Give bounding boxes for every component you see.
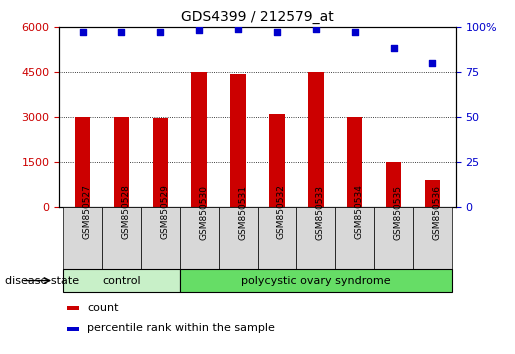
Text: control: control: [102, 275, 141, 286]
Bar: [114, 118, 129, 207]
Point: [351, 29, 359, 35]
Point: [312, 27, 320, 32]
Text: GSM850533: GSM850533: [316, 184, 325, 240]
Text: GSM850536: GSM850536: [433, 184, 441, 240]
Title: GDS4399 / 212579_at: GDS4399 / 212579_at: [181, 10, 334, 24]
Bar: [152, 118, 168, 207]
Text: count: count: [87, 303, 118, 313]
Bar: [102, 207, 141, 269]
Text: GSM850532: GSM850532: [277, 184, 286, 240]
Point: [428, 60, 437, 65]
Point: [234, 27, 242, 32]
Text: GSM850528: GSM850528: [122, 184, 130, 240]
Bar: [296, 207, 335, 269]
Bar: [75, 117, 90, 207]
Bar: [386, 162, 401, 207]
Bar: [347, 118, 363, 207]
Point: [156, 29, 164, 35]
Text: disease state: disease state: [5, 275, 79, 286]
Bar: [63, 269, 180, 292]
Bar: [230, 74, 246, 207]
Bar: [258, 207, 296, 269]
Bar: [180, 207, 219, 269]
Bar: [180, 269, 452, 292]
Bar: [192, 72, 207, 207]
Text: GSM850529: GSM850529: [160, 184, 169, 240]
Bar: [374, 207, 413, 269]
Text: polycystic ovary syndrome: polycystic ovary syndrome: [241, 275, 391, 286]
Bar: [413, 207, 452, 269]
Text: percentile rank within the sample: percentile rank within the sample: [87, 324, 275, 333]
Text: GSM850530: GSM850530: [199, 184, 208, 240]
Point: [389, 45, 398, 51]
Bar: [63, 207, 102, 269]
Point: [78, 29, 87, 35]
Bar: [308, 72, 323, 207]
Bar: [335, 207, 374, 269]
Bar: [425, 180, 440, 207]
Point: [117, 29, 126, 35]
Text: GSM850534: GSM850534: [355, 184, 364, 240]
Text: GSM850535: GSM850535: [393, 184, 403, 240]
Point: [273, 29, 281, 35]
Text: GSM850527: GSM850527: [82, 184, 92, 240]
Point: [195, 27, 203, 33]
Bar: [269, 114, 285, 207]
Bar: [67, 327, 79, 331]
Text: GSM850531: GSM850531: [238, 184, 247, 240]
Bar: [219, 207, 258, 269]
Bar: [141, 207, 180, 269]
Bar: [67, 306, 79, 310]
